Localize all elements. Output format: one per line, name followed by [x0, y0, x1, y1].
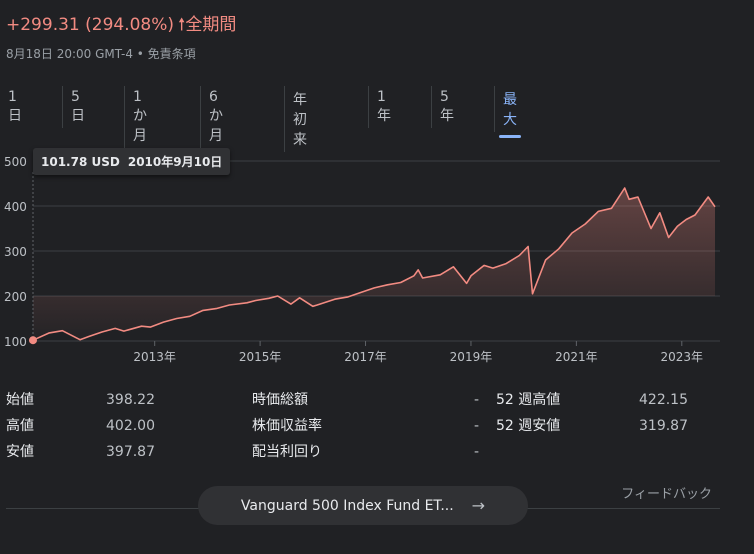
stat-value: - — [474, 418, 480, 434]
stat-value: 398.22 — [106, 392, 155, 408]
y-tick-label: 500 — [4, 155, 27, 169]
stat-row: 始値 398.22 — [6, 390, 155, 416]
stat-row: 安値 397.87 — [6, 442, 155, 468]
tab-2[interactable]: 1 か月 — [124, 86, 155, 148]
x-tick-label: 2023年 — [661, 350, 704, 364]
stat-label: 52 週高値 — [496, 392, 561, 408]
stat-label: 時価総額 — [252, 392, 308, 408]
stats-column-1: 時価総額 - 株価収益率 - 配当利回り - — [252, 390, 479, 468]
tooltip-price: 101.78 USD — [41, 155, 120, 169]
x-tick-label: 2017年 — [344, 350, 387, 364]
period-label: 全期間 — [185, 15, 237, 35]
series-area — [33, 188, 715, 341]
stat-value: - — [474, 392, 480, 408]
stat-label: 安値 — [6, 444, 34, 460]
related-fund-label: Vanguard 500 Index Fund ET... — [240, 497, 454, 514]
tab-1[interactable]: 5 日 — [62, 86, 93, 128]
stat-label: 株価収益率 — [252, 418, 322, 434]
stat-row: 配当利回り - — [252, 442, 479, 468]
stat-row: 52 週安値 319.87 — [496, 416, 688, 442]
price-change: +299.31 (294.08%) 🠕全期間 — [6, 10, 236, 41]
stat-label: 52 週安値 — [496, 418, 561, 434]
stat-row: 52 週高値 422.15 — [496, 390, 688, 416]
stat-label: 始値 — [6, 392, 34, 408]
tab-3[interactable]: 6 か月 — [200, 86, 231, 148]
x-tick-label: 2013年 — [133, 350, 176, 364]
tab-6[interactable]: 5 年 — [431, 86, 462, 128]
related-fund-button[interactable]: Vanguard 500 Index Fund ET... → — [198, 486, 528, 525]
price-chart[interactable]: 100 200 300 400 500 2013年 2015年 2017年 2019年 2021年… — [0, 140, 754, 370]
series-line — [32, 187, 716, 341]
timestamp-disclaimer: 8月18日 20:00 GMT-4 • 免責条項 — [6, 47, 196, 61]
arrow-up-icon: 🠕 — [178, 15, 186, 35]
x-tick-label: 2021年 — [555, 350, 598, 364]
stat-label: 高値 — [6, 418, 34, 434]
stat-label: 配当利回り — [252, 444, 322, 460]
x-tick-label: 2015年 — [239, 350, 282, 364]
stat-value: 397.87 — [106, 444, 155, 460]
y-tick-label: 100 — [4, 335, 27, 349]
tab-7[interactable]: 最大 — [494, 86, 525, 138]
y-tick-label: 200 — [4, 290, 27, 304]
stats-column-2: 52 週高値 422.15 52 週安値 319.87 — [496, 390, 688, 442]
y-tick-label: 300 — [4, 245, 27, 259]
y-tick-label: 400 — [4, 200, 27, 214]
tab-5[interactable]: 1 年 — [368, 86, 399, 128]
change-value: +299.31 (294.08%) — [6, 15, 175, 35]
arrow-right-icon: → — [471, 496, 486, 515]
stat-row: 時価総額 - — [252, 390, 479, 416]
hover-point — [29, 336, 37, 345]
x-tick-label: 2019年 — [450, 350, 493, 364]
stat-value: 422.15 — [639, 392, 688, 408]
feedback-link[interactable]: フィードバック — [621, 487, 712, 502]
stats-column-0: 始値 398.22 高値 402.00 安値 397.87 — [6, 390, 155, 468]
stat-row: 高値 402.00 — [6, 416, 155, 442]
tooltip-date: 2010年9月10日 — [127, 155, 223, 169]
stat-value: - — [474, 444, 480, 460]
stat-row: 株価収益率 - — [252, 416, 479, 442]
tab-4[interactable]: 年初来 — [284, 86, 315, 152]
tab-0[interactable]: 1 日 — [8, 89, 22, 124]
stat-value: 319.87 — [639, 418, 688, 434]
chart-tooltip: 101.78 USD 2010年9月10日 — [33, 148, 231, 175]
stat-value: 402.00 — [106, 418, 155, 434]
